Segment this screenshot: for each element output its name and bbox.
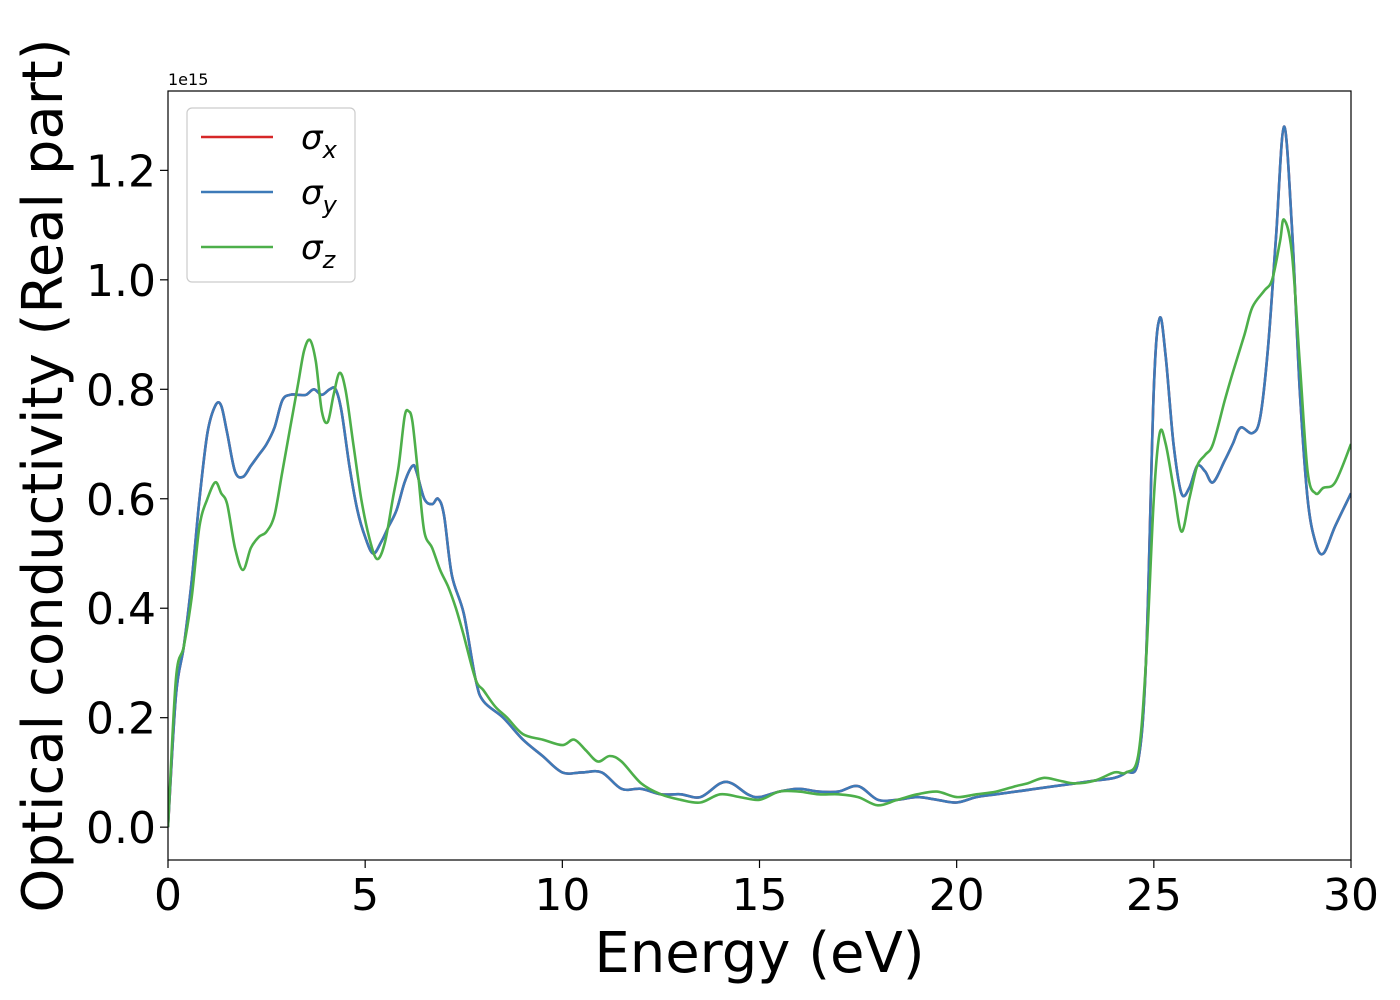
y-tick-label: 0.4 [86, 584, 156, 635]
x-axis-label: Energy (eV) [594, 921, 924, 986]
legend-box [186, 107, 356, 283]
x-tick-label: 25 [1126, 870, 1182, 921]
x-tick-label: 10 [534, 870, 590, 921]
x-tick-label: 30 [1323, 870, 1379, 921]
axis-ticks: 0 5 10 15 20 25 30 0.0 0.2 0.4 0.6 0.8 1.0 1.2 [86, 146, 1379, 921]
x-tick-label: 20 [929, 870, 985, 921]
plot-lines [168, 125, 1351, 828]
y-axis-label: Optical conductivity (Real part) [11, 38, 76, 912]
series-line-z [168, 218, 1351, 828]
y-offset-label: 1e15 [168, 70, 208, 89]
y-tick-label: 0.6 [86, 475, 156, 526]
x-tick-label: 5 [351, 870, 379, 921]
x-tick-label: 15 [732, 870, 788, 921]
x-tick-label: 0 [154, 870, 182, 921]
y-tick-label: 1.0 [86, 256, 156, 307]
y-tick-label: 1.2 [86, 146, 156, 197]
y-tick-label: 0.2 [86, 694, 156, 745]
y-tick-label: 0.0 [86, 803, 156, 854]
y-tick-label: 0.8 [86, 365, 156, 416]
